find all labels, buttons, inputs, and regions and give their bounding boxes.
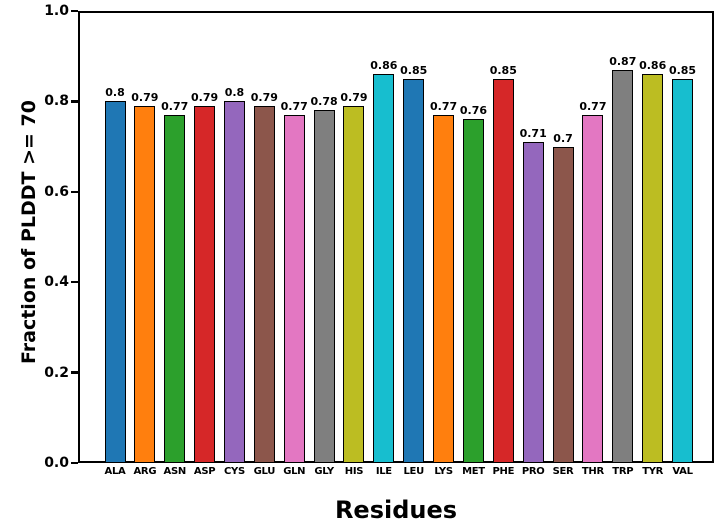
bar-value-label: 0.71 [519,127,547,141]
x-axis-tick-label: ALA [104,466,126,477]
x-axis-tick-label: ARG [133,466,157,477]
bar-value-label: 0.77 [579,99,607,113]
bar-ile [373,74,395,463]
x-axis-tick-label: SER [552,466,574,477]
y-axis-tick-label: 0.6 [44,183,69,200]
bar-value-label: 0.78 [310,95,338,109]
bar-cys [223,101,245,463]
y-axis-tick-label: 0.4 [44,274,69,291]
y-axis-tick-label: 0.2 [44,364,69,381]
x-axis-tick-label: ASP [193,466,216,477]
x-axis-tick-label: HIS [344,466,364,477]
x-axis-label: Residues [334,496,458,524]
bar-value-label: 0.76 [459,104,487,118]
y-axis-tick [71,281,78,284]
bar-value-label: 0.86 [639,59,667,73]
bar-value-label: 0.87 [609,54,637,68]
bar-value-label: 0.77 [280,99,308,113]
y-axis-tick [71,190,78,193]
x-axis-tick-label: THR [581,466,604,477]
bar-asp [194,105,216,463]
bar-value-label: 0.77 [161,99,189,113]
bar-pro [522,142,544,463]
x-axis-tick-label: LEU [403,466,424,477]
bar-value-label: 0.85 [668,63,697,77]
bar-ala [104,101,126,463]
x-axis-tick-label: ILE [375,466,392,477]
bar-met [462,119,484,463]
x-axis-tick-label: PHE [492,466,515,477]
bar-arg [134,105,156,463]
bar-thr [582,114,604,463]
bar-lys [433,114,455,463]
x-axis-tick-label: TYR [642,466,664,477]
bar-value-label: 0.8 [105,86,125,100]
x-axis-tick-label: ASN [163,466,187,477]
y-axis-tick [71,371,78,374]
x-axis-tick-label: GLU [253,466,276,477]
y-axis-label: Fraction of PLDDT >= 70 [18,100,40,364]
x-axis-tick-label: GLN [283,466,306,477]
x-axis-tick-label: GLY [314,466,334,477]
bar-value-label: 0.7 [553,131,573,145]
bar-value-label: 0.86 [370,59,398,73]
x-axis-tick-label: MET [462,466,485,477]
bar-phe [492,78,514,463]
bar-tyr [642,74,664,463]
bar-value-label: 0.79 [191,90,219,104]
x-axis-tick-label: PRO [521,466,545,477]
bar-gly [313,110,335,463]
y-axis-tick [71,100,78,103]
bar-his [343,105,365,463]
bar-val [672,78,694,463]
bar-ser [552,146,574,463]
bar-value-label: 0.8 [224,86,245,100]
y-axis-tick [71,461,78,465]
x-axis-tick-label: TRP [612,466,634,477]
bar-glu [253,105,275,463]
bar-trp [612,69,634,463]
y-axis-tick-label: 1.0 [44,3,69,19]
y-axis-tick-label: 0.8 [44,93,69,110]
x-axis-tick-label: VAL [672,466,693,477]
bar-value-label: 0.85 [489,63,517,77]
x-axis-tick-label: LYS [434,466,453,477]
y-axis-tick-label: 0.0 [44,455,69,471]
bar-value-label: 0.77 [429,99,458,113]
bar-value-label: 0.79 [340,90,368,104]
bar-value-label: 0.79 [131,90,159,104]
bar-asn [164,114,186,463]
bar-value-label: 0.79 [250,90,278,104]
bar-value-label: 0.85 [400,63,428,77]
bar-gln [283,114,305,463]
bar-leu [403,78,425,463]
x-axis-tick-label: CYS [224,466,245,477]
y-axis-tick [71,9,78,13]
